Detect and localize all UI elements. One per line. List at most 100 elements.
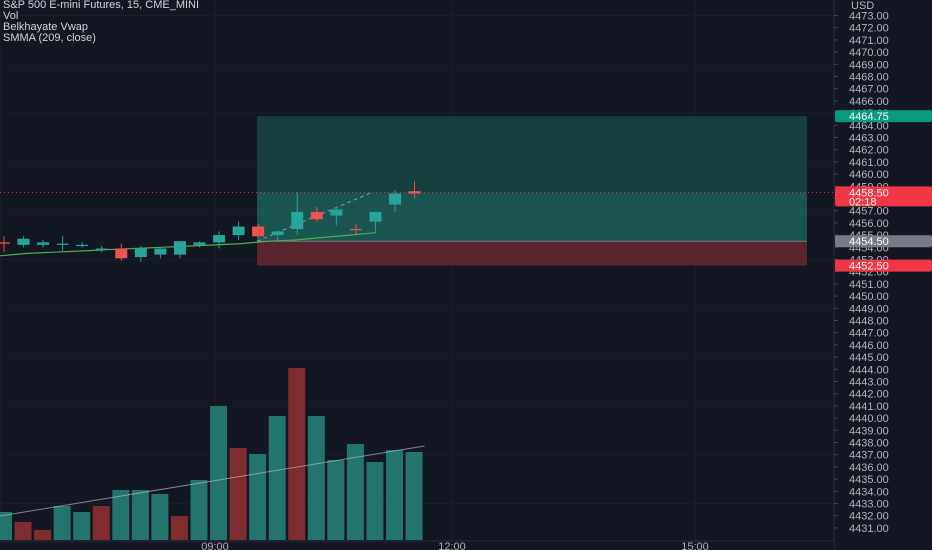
volume-bar bbox=[112, 490, 130, 540]
price-label: 4435.00 bbox=[849, 474, 889, 486]
target-tag-label: 4464.75 bbox=[849, 111, 889, 123]
price-label: 4433.00 bbox=[849, 499, 889, 511]
time-label: 12:00 bbox=[438, 541, 466, 550]
stop-tag-label: 4452.50 bbox=[849, 261, 889, 273]
price-label: 4449.00 bbox=[849, 303, 889, 315]
price-label: 4437.00 bbox=[849, 450, 889, 462]
price-label: 4466.00 bbox=[849, 96, 889, 108]
price-label: 4439.00 bbox=[849, 425, 889, 437]
candle-body bbox=[349, 229, 362, 231]
entry-tag bbox=[835, 235, 932, 248]
price-label: 4443.00 bbox=[849, 377, 889, 389]
candle-body bbox=[56, 243, 69, 245]
time-label: 09:00 bbox=[201, 541, 229, 550]
price-label: 4464.00 bbox=[849, 120, 889, 132]
volume-bar bbox=[327, 460, 345, 540]
candle-body bbox=[95, 248, 108, 250]
candlestick-series bbox=[0, 181, 421, 262]
price-label: 4446.00 bbox=[849, 340, 889, 352]
volume-bar bbox=[405, 452, 423, 540]
currency-label: USD bbox=[851, 0, 874, 12]
volume-bar bbox=[190, 480, 208, 540]
price-label: 4460.00 bbox=[849, 169, 889, 181]
volume-bar bbox=[0, 512, 12, 540]
price-label: 4440.00 bbox=[849, 413, 889, 425]
price-label: 4462.00 bbox=[849, 145, 889, 157]
price-scale[interactable]: USD4473.004472.004471.004470.004469.0044… bbox=[833, 0, 932, 550]
candle-body bbox=[37, 242, 50, 245]
candle-body bbox=[115, 248, 128, 259]
time-label: 15:00 bbox=[681, 541, 709, 550]
candle-body bbox=[271, 231, 284, 236]
price-label: 4463.00 bbox=[849, 133, 889, 145]
price-label: 4442.00 bbox=[849, 389, 889, 401]
candle-body bbox=[154, 248, 167, 255]
price-label: 4441.00 bbox=[849, 401, 889, 413]
candle-body bbox=[310, 211, 323, 220]
volume-bar bbox=[151, 494, 169, 540]
candle-body bbox=[134, 248, 147, 258]
profit-zone bbox=[257, 192, 807, 242]
time-scale[interactable]: 09:00 12:00 15:00 bbox=[0, 540, 834, 550]
volume-bar bbox=[229, 448, 247, 540]
legend-smma[interactable]: SMMA (209, close) bbox=[3, 32, 96, 44]
candle-body bbox=[389, 193, 401, 205]
candle-body bbox=[252, 226, 265, 237]
volume-bar bbox=[53, 506, 71, 540]
current-tag-label: 4458.50 bbox=[849, 187, 889, 199]
chart-legend: S&P 500 E-mini Futures, 15, CME_MINI Vol… bbox=[3, 0, 199, 44]
price-label: 4444.00 bbox=[849, 364, 889, 376]
price-label: 4431.00 bbox=[849, 523, 889, 535]
price-label: 4450.00 bbox=[849, 291, 889, 303]
price-label: 4456.00 bbox=[849, 218, 889, 230]
price-label: 4438.00 bbox=[849, 438, 889, 450]
current-tag-countdown: 02:18 bbox=[849, 196, 877, 208]
price-label: 4473.00 bbox=[849, 11, 889, 23]
candle-body bbox=[369, 211, 382, 222]
indicator-lines bbox=[0, 232, 425, 517]
price-label: 4432.00 bbox=[849, 511, 889, 523]
legend-vwap[interactable]: Belkhayate Vwap bbox=[3, 21, 88, 33]
price-label: 4461.00 bbox=[849, 157, 889, 169]
volume-bar bbox=[386, 450, 403, 540]
volume-bar bbox=[210, 406, 228, 540]
volume-bars bbox=[0, 368, 423, 540]
volume-bar bbox=[73, 512, 91, 540]
entry-tag-label: 4454.50 bbox=[849, 236, 889, 248]
volume-bar bbox=[288, 368, 306, 540]
candle-body bbox=[291, 211, 304, 229]
candle-body bbox=[173, 241, 186, 255]
price-label: 4447.00 bbox=[849, 328, 889, 340]
price-label: 4457.00 bbox=[849, 206, 889, 218]
time-scale-bg bbox=[0, 541, 834, 550]
price-label: 4469.00 bbox=[849, 59, 889, 71]
symbol-title[interactable]: S&P 500 E-mini Futures, 15, CME_MINI bbox=[3, 0, 200, 11]
vwap-volume-line bbox=[0, 445, 425, 517]
candle-body bbox=[76, 244, 89, 247]
price-label: 4470.00 bbox=[849, 47, 889, 59]
target-zone bbox=[257, 116, 807, 193]
candle-body bbox=[232, 226, 245, 236]
volume-bar bbox=[131, 490, 149, 540]
volume-bar bbox=[92, 506, 110, 540]
volume-bar bbox=[249, 454, 267, 540]
volume-bar bbox=[34, 530, 52, 540]
target-tag bbox=[835, 110, 932, 123]
candle-body bbox=[213, 235, 226, 243]
volume-bar bbox=[346, 444, 364, 540]
current-tag bbox=[835, 186, 932, 207]
price-label: 4448.00 bbox=[849, 316, 889, 328]
price-label: 4436.00 bbox=[849, 462, 889, 474]
candle-body bbox=[330, 209, 343, 216]
candle-body bbox=[0, 242, 10, 244]
price-label: 4472.00 bbox=[849, 23, 889, 35]
volume-bar bbox=[307, 416, 325, 540]
price-label: 4445.00 bbox=[849, 352, 889, 364]
price-label: 4468.00 bbox=[849, 72, 889, 84]
legend-vol[interactable]: Vol bbox=[3, 10, 19, 22]
price-label: 4451.00 bbox=[849, 279, 889, 291]
candle-body bbox=[17, 238, 30, 245]
long-position-tool[interactable] bbox=[0, 116, 834, 266]
